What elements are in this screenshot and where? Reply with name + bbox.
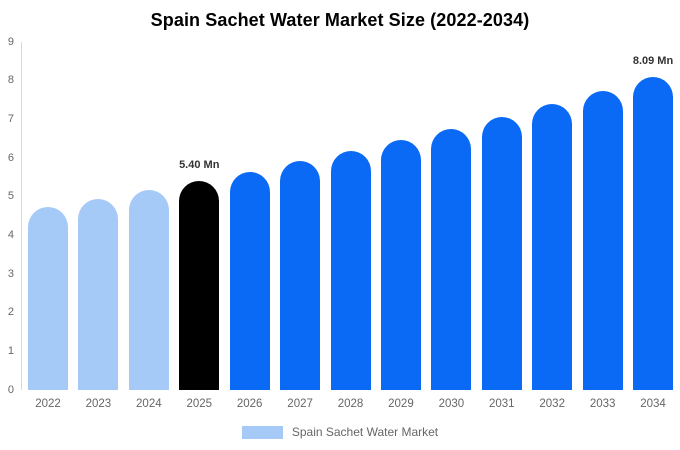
y-tick-2: 2 bbox=[7, 306, 14, 319]
bar-2022[interactable] bbox=[28, 207, 68, 390]
bar-2025[interactable] bbox=[179, 181, 220, 390]
y-tick-9: 9 bbox=[7, 35, 14, 48]
x-tick-2034: 2034 bbox=[640, 398, 666, 410]
bar-2026[interactable] bbox=[229, 171, 270, 390]
x-tick-2032: 2032 bbox=[539, 398, 565, 410]
bar-2030[interactable] bbox=[431, 128, 472, 390]
x-tick-2029: 2029 bbox=[388, 398, 414, 410]
x-tick-2023: 2023 bbox=[85, 398, 112, 410]
bar-2029[interactable] bbox=[380, 140, 421, 390]
x-tick-2030: 2030 bbox=[438, 398, 465, 410]
bar-2024[interactable] bbox=[128, 190, 169, 390]
bar-2028[interactable] bbox=[330, 151, 371, 390]
legend-swatch bbox=[241, 425, 283, 439]
legend-label: Spain Sachet Water Market bbox=[291, 425, 439, 439]
x-tick-2022: 2022 bbox=[35, 398, 61, 410]
bar-2033[interactable] bbox=[582, 91, 623, 390]
data-label-2025: 5.40 Mn bbox=[179, 159, 220, 172]
bar-2032[interactable] bbox=[532, 104, 573, 390]
y-tick-8: 8 bbox=[7, 74, 14, 87]
y-tick-0: 0 bbox=[7, 383, 14, 396]
x-tick-2027: 2027 bbox=[287, 398, 313, 410]
x-tick-2026: 2026 bbox=[236, 398, 263, 410]
y-tick-4: 4 bbox=[7, 228, 14, 241]
legend-item[interactable]: Spain Sachet Water Market bbox=[0, 425, 680, 439]
y-tick-3: 3 bbox=[7, 267, 14, 280]
x-tick-2031: 2031 bbox=[488, 398, 515, 410]
x-tick-2033: 2033 bbox=[589, 398, 616, 410]
bar-2034[interactable] bbox=[633, 77, 674, 390]
bar-2031[interactable] bbox=[481, 116, 522, 390]
x-tick-2024: 2024 bbox=[136, 398, 162, 410]
data-label-2034: 8.09 Mn bbox=[632, 55, 674, 68]
bar-2023[interactable] bbox=[78, 198, 119, 390]
y-tick-5: 5 bbox=[7, 190, 14, 203]
x-tick-2025: 2025 bbox=[186, 398, 213, 410]
chart-title: Spain Sachet Water Market Size (2022-203… bbox=[150, 10, 530, 30]
y-tick-1: 1 bbox=[7, 344, 14, 357]
y-axis-line bbox=[21, 42, 22, 390]
bar-2027[interactable] bbox=[280, 161, 321, 390]
y-tick-6: 6 bbox=[7, 151, 14, 164]
x-tick-2028: 2028 bbox=[337, 398, 364, 410]
y-tick-7: 7 bbox=[7, 112, 14, 125]
